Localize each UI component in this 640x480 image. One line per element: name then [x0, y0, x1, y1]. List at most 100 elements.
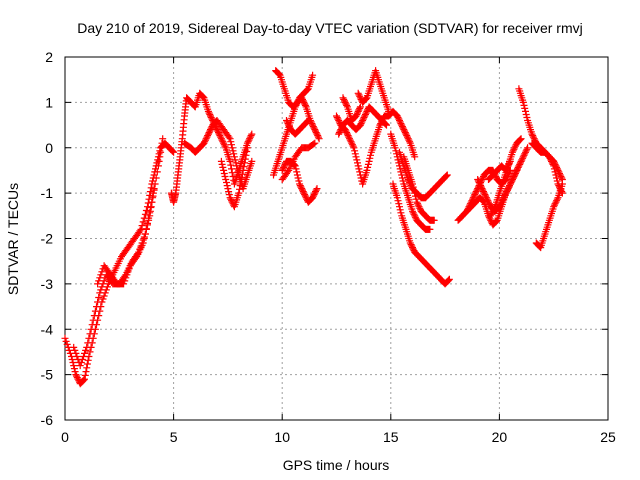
data-point — [227, 138, 235, 146]
data-point — [155, 157, 163, 165]
data-point — [219, 138, 227, 146]
data-point — [241, 155, 249, 163]
data-point — [204, 132, 212, 140]
x-tick-label: 5 — [170, 429, 178, 445]
data-point — [224, 185, 232, 193]
data-point — [312, 127, 319, 135]
data-point — [301, 192, 309, 200]
data-point — [355, 106, 363, 114]
data-point — [310, 140, 318, 148]
data-point — [398, 174, 406, 182]
data-point — [144, 199, 152, 207]
data-point — [220, 139, 228, 147]
data-point — [412, 195, 420, 203]
data-point — [83, 343, 91, 351]
data-point — [406, 239, 414, 247]
data-point — [553, 174, 561, 182]
data-point — [313, 185, 321, 193]
data-point — [549, 160, 557, 168]
data-point — [233, 165, 241, 173]
data-point — [410, 210, 418, 218]
y-tick-label: -5 — [41, 367, 54, 383]
data-point — [310, 191, 318, 199]
data-point — [145, 216, 153, 224]
data-point — [225, 191, 233, 199]
data-point — [471, 191, 479, 199]
data-point — [548, 157, 555, 165]
data-point — [284, 168, 292, 176]
data-point — [292, 165, 300, 173]
data-point — [300, 189, 308, 197]
data-point — [223, 179, 230, 186]
data-point — [98, 283, 106, 291]
data-point — [207, 112, 214, 120]
data-point — [146, 207, 154, 215]
data-point — [514, 165, 521, 173]
data-point — [519, 154, 527, 162]
data-point — [222, 176, 230, 183]
data-point — [411, 192, 419, 200]
data-point — [510, 145, 518, 153]
data-point — [345, 133, 353, 141]
data-point — [95, 294, 103, 301]
data-point — [482, 194, 490, 202]
data-point — [220, 166, 228, 174]
data-point — [426, 225, 434, 233]
data-point — [314, 132, 322, 140]
y-tick-label: -1 — [41, 185, 54, 201]
data-point — [481, 191, 489, 199]
data-point — [355, 91, 363, 99]
data-point — [404, 135, 412, 143]
data-point — [346, 136, 354, 144]
data-point — [344, 132, 352, 140]
data-point — [284, 120, 292, 128]
data-point — [86, 330, 94, 338]
y-axis-label: SDTVAR / TECUs — [5, 183, 21, 295]
data-point — [352, 153, 360, 161]
data-point — [414, 200, 422, 208]
data-point — [357, 120, 365, 128]
data-point — [334, 115, 342, 123]
data-point — [99, 295, 107, 303]
data-point — [354, 109, 361, 117]
data-point — [404, 133, 411, 141]
data-point — [147, 203, 155, 211]
data-point — [236, 185, 243, 193]
data-point — [400, 126, 408, 134]
data-point — [504, 162, 512, 170]
data-point — [485, 198, 492, 206]
data-point — [341, 98, 349, 106]
data-point — [335, 130, 343, 138]
data-point — [470, 192, 478, 200]
data-point — [91, 307, 99, 315]
data-point — [406, 138, 414, 146]
data-point — [301, 100, 309, 108]
data-point — [350, 144, 358, 152]
data-point — [354, 89, 362, 97]
data-point — [399, 124, 407, 132]
data-point — [207, 114, 215, 121]
data-point — [474, 176, 482, 183]
data-point — [551, 200, 559, 208]
data-point — [74, 375, 82, 383]
data-point — [486, 215, 494, 223]
data-point — [552, 171, 560, 179]
data-point — [550, 203, 558, 211]
data-point — [508, 148, 516, 156]
data-point — [376, 121, 384, 129]
data-point — [480, 189, 488, 197]
data-point — [502, 166, 510, 174]
data-point — [497, 200, 505, 208]
data-point — [511, 171, 519, 179]
data-point — [479, 174, 487, 182]
data-point — [401, 129, 409, 137]
data-point — [395, 115, 403, 123]
data-point — [77, 359, 85, 366]
data-point — [201, 138, 209, 146]
data-point — [238, 174, 246, 182]
data-point — [151, 180, 159, 188]
data-point — [96, 274, 104, 282]
data-point — [512, 168, 520, 176]
data-point — [294, 174, 302, 182]
data-point — [223, 182, 231, 190]
